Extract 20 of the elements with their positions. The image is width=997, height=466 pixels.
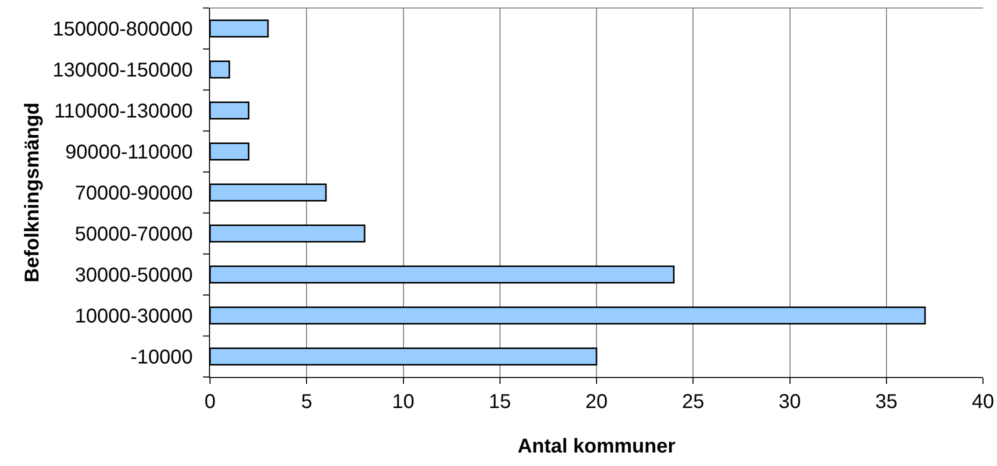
y-tick-label: 130000-150000 <box>52 60 193 82</box>
x-tick-label: 35 <box>875 391 898 414</box>
y-tick-label: 150000-800000 <box>52 18 193 40</box>
y-axis-title: Befolkningsmängd <box>21 102 44 283</box>
x-tick-label: 40 <box>972 391 994 414</box>
y-tick-label: 110000-130000 <box>54 100 193 122</box>
x-tick-label: 0 <box>204 391 216 414</box>
y-tick-label: -10000 <box>130 346 193 368</box>
x-axis-title: Antal kommuner <box>518 436 676 458</box>
x-tick-label: 20 <box>585 391 608 414</box>
x-tick-label: 30 <box>778 391 801 414</box>
y-tick-label: 10000-30000 <box>74 306 193 328</box>
x-tick-label: 5 <box>301 391 312 414</box>
x-tick-label: 15 <box>488 391 512 414</box>
y-tick-label: 30000-50000 <box>74 264 193 286</box>
y-tick-label: 70000-90000 <box>74 182 193 204</box>
x-tick-label: 10 <box>392 391 414 414</box>
y-tick-label: 50000-70000 <box>74 224 193 246</box>
y-tick-label: 90000-110000 <box>65 142 193 164</box>
x-tick-label: 25 <box>682 391 704 414</box>
